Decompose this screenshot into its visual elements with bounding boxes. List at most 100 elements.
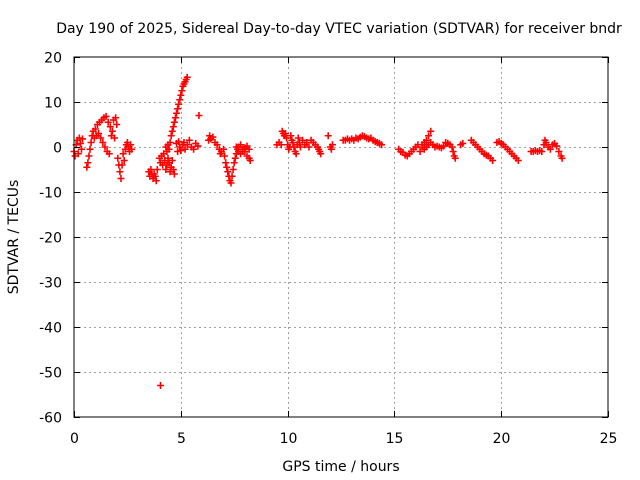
data-point [174,148,182,155]
data-point [85,152,93,160]
data-point [231,154,239,162]
x-axis-title: GPS time / hours [282,459,399,475]
data-point [167,132,175,140]
data-point [120,157,128,164]
data-point [101,143,109,151]
data-point [489,157,497,164]
data-point [224,168,232,176]
data-point [128,145,136,153]
data-point [232,143,240,151]
data-point [117,175,125,182]
data-point [245,145,253,153]
data-point [281,130,289,137]
data-point [84,159,92,167]
data-point [206,132,214,140]
data-point [220,145,228,153]
data-point [157,382,165,389]
data-point [289,139,297,146]
data-point [108,127,116,135]
data-point [221,152,229,160]
x-tick-label: 20 [493,431,511,447]
data-point [228,172,236,180]
data-point [213,141,221,149]
y-tick-label: -30 [39,276,62,292]
data-point [112,114,120,122]
data-point [83,163,91,171]
data-point [546,145,554,153]
data-point [327,145,335,153]
data-point [542,139,550,146]
y-tick-label: 20 [44,51,62,67]
data-point [514,157,522,164]
data-point [425,132,433,140]
data-point [178,87,186,95]
y-tick-label: -60 [39,411,62,427]
data-point [164,154,172,162]
data-point [229,166,237,173]
data-point [168,157,176,164]
data-point [165,145,173,153]
data-point [168,127,176,135]
data-point [177,91,185,99]
data-point [440,142,448,150]
data-point [114,154,122,162]
data-point [95,130,103,137]
data-point [227,179,235,187]
data-point [116,168,124,176]
data-point [111,134,119,142]
data-point [317,150,325,158]
data-point [87,139,95,146]
data-point [296,143,304,151]
data-point [294,134,302,142]
data-point [195,112,203,119]
x-tick-label: 25 [600,431,618,447]
data-point [176,96,184,104]
data-point [173,109,181,117]
y-tick-label: -10 [39,186,62,202]
data-point [328,141,336,149]
data-point [292,150,300,158]
data-point [277,141,285,149]
data-point [555,148,563,155]
data-point [118,161,126,169]
data-point [239,148,247,155]
data-point [194,142,202,150]
data-point [162,166,170,173]
data-point [99,139,107,146]
data-point [170,170,178,178]
data-point [553,142,561,150]
data-point [378,141,386,149]
data-point [287,132,295,140]
y-tick-label: -50 [39,366,62,382]
data-point [151,172,159,180]
data-point [183,141,191,149]
chart-title: Day 190 of 2025, Sidereal Day-to-day VTE… [56,21,622,37]
data-point [174,105,182,113]
data-point [237,141,245,149]
x-tick-label: 0 [70,431,79,447]
data-point [422,136,430,144]
data-point [558,154,566,162]
data-point [209,133,217,141]
data-point [171,114,179,122]
data-point [164,141,172,149]
data-point [169,123,177,131]
data-point [86,145,94,153]
data-point [299,136,307,144]
data-point [147,166,155,173]
y-tick-label: -20 [39,231,62,247]
data-point [305,143,313,151]
data-point [427,127,435,135]
data-point [153,166,161,173]
ticks-layer: 0 5 10 15 20 25 -60 -50 -40 -30 -20 -10 0 10 20 [39,51,617,448]
data-point [91,125,99,133]
data-point [177,147,185,155]
data-point [183,73,191,81]
x-tick-label: 10 [280,431,298,447]
x-tick-label: 5 [177,431,186,447]
data-point [74,150,82,158]
data-point [303,139,311,146]
data-point [448,143,456,151]
